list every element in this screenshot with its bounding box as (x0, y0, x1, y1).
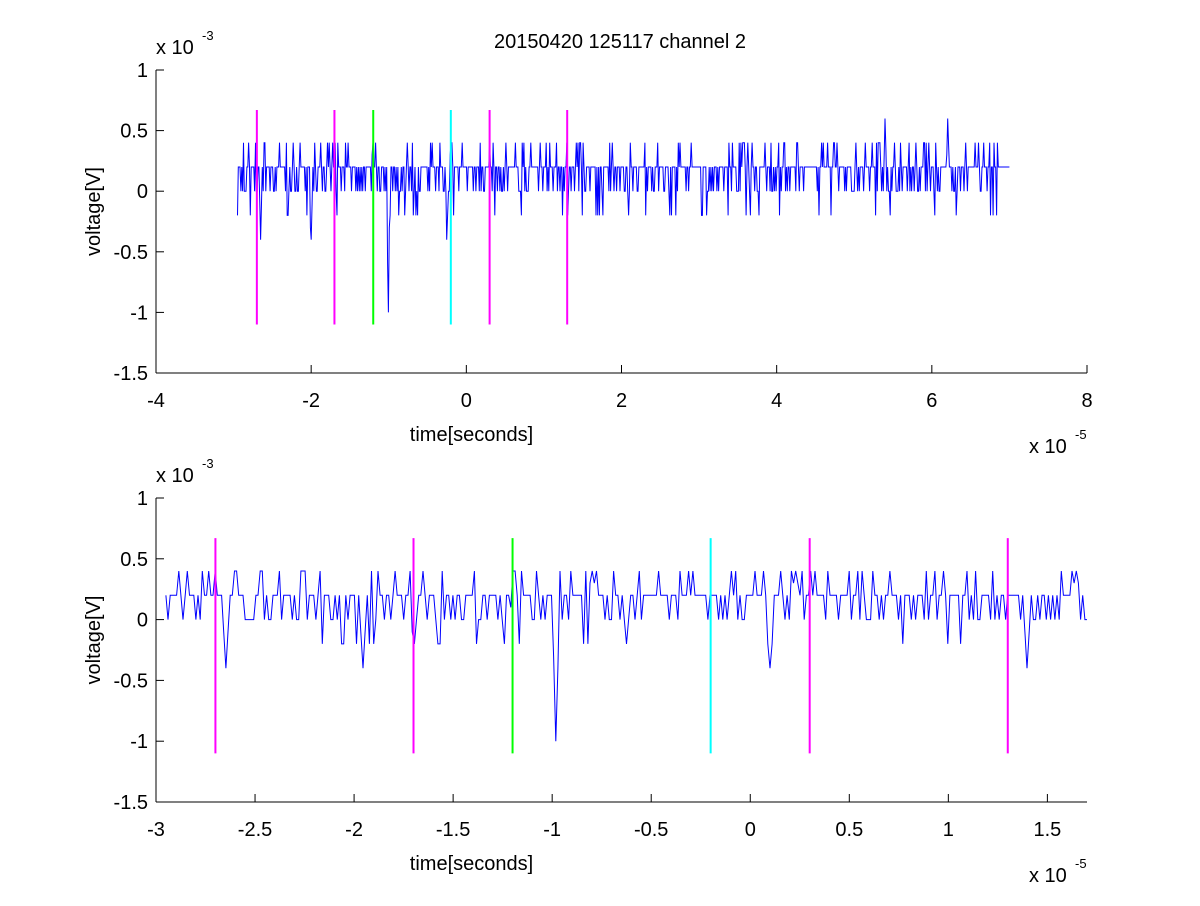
y-axis-label: voltage[V] (83, 596, 105, 685)
y-tick-label: 0 (137, 181, 148, 203)
x-tick-label: -1.5 (436, 819, 470, 841)
x-exponent-label: x 10 (1029, 436, 1067, 458)
x-exponent-power: -5 (1075, 427, 1087, 442)
x-tick-label: -2 (345, 819, 363, 841)
x-tick-label: -2.5 (238, 819, 272, 841)
y-axis-label: voltage[V] (83, 167, 105, 256)
x-tick-label: 4 (771, 390, 782, 412)
y-exponent-power: -3 (202, 28, 214, 43)
y-exponent-label: x 10 (156, 465, 194, 487)
x-exponent-label: x 10 (1029, 865, 1067, 887)
x-exponent-power: -5 (1075, 856, 1087, 871)
y-tick-label: 1 (137, 60, 148, 82)
x-tick-label: 0.5 (835, 819, 863, 841)
x-tick-label: 6 (926, 390, 937, 412)
x-tick-label: 1 (943, 819, 954, 841)
x-axis-label: time[seconds] (410, 424, 533, 446)
plot-top: 1 0.5 0 -0.5 -1 -1.5 -4 -2 0 2 4 6 8 time[seconds] vol… (83, 28, 1093, 458)
x-axis-label: time[seconds] (410, 853, 533, 875)
plot-bottom: 1 0.5 0 -0.5 -1 -1.5 -3 -2.5 -2 -1.5 -1 -0.5 0 0.5 1 1.… (83, 456, 1087, 887)
x-tick-label: 1.5 (1033, 819, 1061, 841)
y-tick-label: -1 (130, 302, 148, 324)
y-tick-label: 0 (137, 610, 148, 632)
chart-title: 20150420 125117 channel 2 (494, 31, 746, 53)
y-tick-label: 0.5 (120, 121, 148, 143)
x-tick-label: -0.5 (634, 819, 668, 841)
x-tick-label: -4 (147, 390, 165, 412)
signal-trace (165, 570, 1087, 742)
signal-trace (237, 118, 1010, 313)
x-tick-label: 0 (461, 390, 472, 412)
y-tick-label: 0.5 (120, 549, 148, 571)
y-tick-label: -1 (130, 731, 148, 753)
x-tick-label: -2 (302, 390, 320, 412)
y-tick-label: -1.5 (114, 363, 148, 385)
y-tick-label: -1.5 (114, 792, 148, 814)
y-tick-label: -0.5 (114, 242, 148, 264)
y-tick-label: 1 (137, 488, 148, 510)
x-tick-label: 2 (616, 390, 627, 412)
y-tick-label: -0.5 (114, 670, 148, 692)
x-tick-label: 8 (1081, 390, 1092, 412)
x-tick-label: 0 (745, 819, 756, 841)
y-exponent-power: -3 (202, 456, 214, 471)
y-exponent-label: x 10 (156, 37, 194, 59)
x-tick-label: -3 (147, 819, 165, 841)
x-tick-label: -1 (543, 819, 561, 841)
